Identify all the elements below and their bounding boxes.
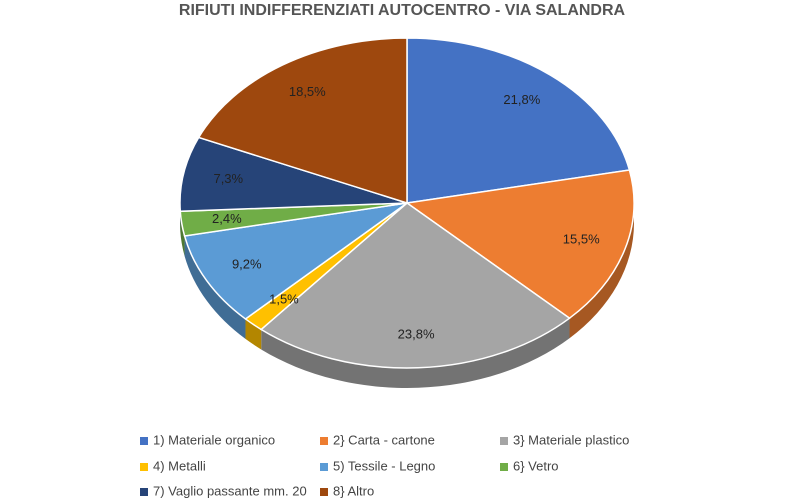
legend-label: 1) Materiale organico <box>153 432 275 447</box>
data-label: 1,5% <box>269 292 299 307</box>
legend-swatch <box>140 488 148 496</box>
slice <box>259 202 571 369</box>
legend-label: 4) Metalli <box>153 458 206 473</box>
legend-swatch <box>500 437 508 445</box>
slice <box>183 202 408 320</box>
legend-label: 3} Materiale plastico <box>513 432 629 447</box>
slice-side <box>245 318 262 350</box>
data-label: 7,3% <box>213 171 243 186</box>
legend-swatch <box>320 488 328 496</box>
chart-title: RIFIUTI INDIFFERENZIATI AUTOCENTRO - VIA… <box>179 2 626 19</box>
legend-label: 5) Tessile - Legno <box>333 458 435 473</box>
legend-label: 7) Vaglio passante mm. 20 <box>153 483 307 498</box>
legend-swatch <box>320 437 328 445</box>
data-label: 18,5% <box>289 84 326 99</box>
legend-swatch <box>140 437 148 445</box>
legend-label: 2} Carta - cartone <box>333 432 435 447</box>
data-label: 9,2% <box>232 257 262 272</box>
slice <box>179 136 408 213</box>
slice-side <box>569 203 634 339</box>
data-label: 2,4% <box>212 211 242 226</box>
data-label: 23,8% <box>398 326 435 341</box>
legend-label: 6} Vetro <box>513 458 559 473</box>
slice-side <box>184 235 246 339</box>
legend-swatch <box>320 463 328 471</box>
legend-swatch <box>140 463 148 471</box>
slice <box>406 37 631 204</box>
legend-swatch <box>500 463 508 471</box>
data-label: 15,5% <box>563 232 600 247</box>
slice <box>197 37 408 205</box>
data-label: 21,8% <box>503 92 540 107</box>
legend-label: 8} Altro <box>333 483 374 498</box>
slice-side <box>261 318 570 388</box>
slice <box>405 169 635 320</box>
